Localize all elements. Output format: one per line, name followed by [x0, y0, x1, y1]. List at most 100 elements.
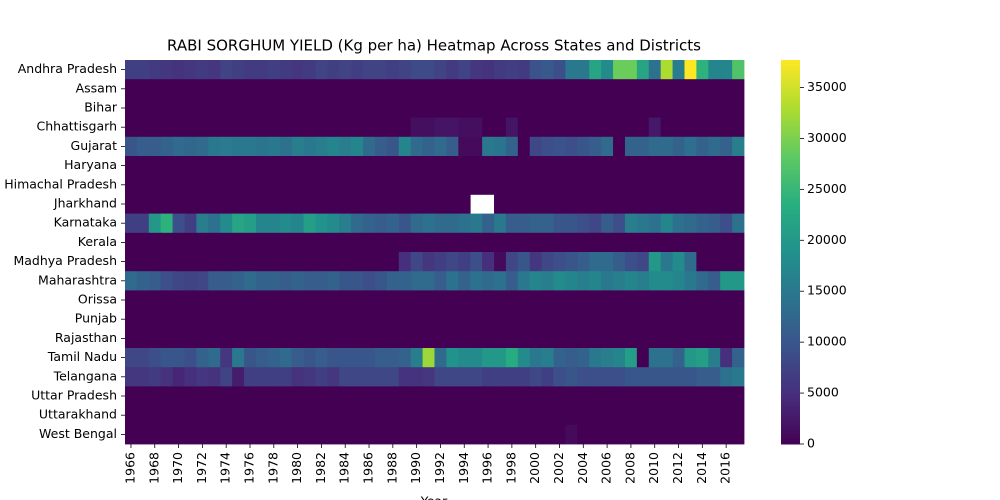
- heatmap-cell: [672, 136, 685, 157]
- heatmap-cell: [636, 405, 650, 426]
- heatmap-cell: [410, 175, 423, 195]
- heatmap-cell: [160, 60, 174, 80]
- heatmap-cell: [732, 348, 745, 368]
- heatmap-cell: [601, 79, 614, 99]
- heatmap-cell: [422, 194, 435, 214]
- heatmap-cell: [315, 252, 328, 272]
- y-tick-label: Punjab: [75, 311, 117, 326]
- heatmap-cell: [196, 194, 209, 214]
- heatmap-cell: [446, 405, 459, 426]
- heatmap-cell: [125, 156, 138, 176]
- heatmap-cell: [267, 309, 281, 330]
- heatmap-cell: [184, 117, 197, 138]
- heatmap-cell: [267, 213, 281, 234]
- heatmap-cell: [589, 136, 602, 157]
- colorbar-segment: [781, 354, 800, 359]
- heatmap-cell: [565, 348, 578, 368]
- heatmap-cell: [148, 405, 162, 426]
- heatmap-cell: [696, 290, 709, 310]
- heatmap-cell: [327, 60, 340, 80]
- heatmap-cell: [327, 309, 340, 330]
- heatmap-cell: [339, 367, 352, 387]
- heatmap-cell: [136, 232, 150, 253]
- colorbar-segment: [781, 440, 800, 445]
- heatmap-cell: [648, 424, 662, 445]
- heatmap-cell: [398, 309, 412, 330]
- colorbar-segment: [781, 274, 800, 279]
- heatmap-cell: [482, 232, 495, 253]
- heatmap-cell: [398, 271, 412, 291]
- heatmap-cell: [696, 117, 709, 138]
- colorbar-segment: [781, 293, 800, 298]
- heatmap-cell: [232, 194, 245, 214]
- colorbar-segment: [781, 213, 800, 218]
- heatmap-cell: [529, 309, 543, 330]
- colorbar-segment: [781, 312, 800, 317]
- heatmap-cell: [708, 194, 721, 214]
- heatmap-cell: [732, 328, 745, 349]
- heatmap-cell: [363, 309, 376, 330]
- heatmap-cell: [660, 367, 673, 387]
- heatmap-cell: [125, 252, 138, 272]
- heatmap-cell: [244, 290, 257, 310]
- heatmap-cell: [125, 271, 138, 291]
- heatmap-cell: [398, 175, 412, 195]
- colorbar-segment: [781, 140, 800, 144]
- heatmap-cell: [505, 405, 519, 426]
- heatmap-cell: [244, 79, 257, 99]
- heatmap-cell: [494, 175, 507, 195]
- heatmap-cell: [422, 309, 435, 330]
- heatmap-cell: [220, 60, 233, 80]
- heatmap-cell: [446, 156, 459, 176]
- heatmap-cell: [613, 98, 626, 118]
- heatmap-cell: [648, 309, 662, 330]
- heatmap-cell: [339, 232, 352, 253]
- colorbar-segment: [781, 437, 800, 442]
- heatmap-cell: [172, 309, 185, 330]
- heatmap-cell: [398, 117, 412, 138]
- heatmap-cell: [255, 79, 269, 99]
- heatmap-cell: [434, 194, 447, 214]
- heatmap-cell: [577, 60, 590, 80]
- heatmap-cell: [327, 98, 340, 118]
- heatmap-cell: [184, 213, 197, 234]
- heatmap-cell: [684, 232, 697, 253]
- heatmap-cell: [720, 117, 733, 138]
- heatmap-cell: [339, 405, 352, 426]
- colorbar-segment: [781, 376, 800, 381]
- colorbar-segment: [781, 261, 800, 266]
- heatmap-cell: [648, 136, 662, 157]
- colorbar-segment: [781, 239, 800, 243]
- heatmap-cell: [672, 328, 685, 349]
- x-tick-label: 1968: [146, 452, 161, 484]
- heatmap-cell: [125, 424, 138, 445]
- heatmap-cell: [148, 367, 162, 387]
- heatmap-cell: [386, 60, 400, 80]
- heatmap-cell: [363, 60, 376, 80]
- heatmap-cell: [470, 424, 483, 445]
- heatmap-cell: [279, 79, 293, 99]
- heatmap-cell: [208, 252, 221, 272]
- heatmap-cell: [422, 367, 435, 387]
- heatmap-cell: [589, 386, 602, 406]
- heatmap-cell: [255, 252, 269, 272]
- heatmap-cell: [720, 348, 733, 368]
- heatmap-cell: [589, 348, 602, 368]
- heatmap-cell: [303, 232, 316, 253]
- heatmap-cell: [315, 271, 328, 291]
- heatmap-cell: [482, 367, 495, 387]
- x-tick-label: 2002: [551, 452, 566, 484]
- heatmap-cell: [136, 117, 150, 138]
- heatmap-cell: [458, 271, 471, 291]
- heatmap-cell: [505, 309, 519, 330]
- heatmap-cell: [517, 136, 531, 157]
- heatmap-cell: [434, 175, 447, 195]
- heatmap-cell: [208, 117, 221, 138]
- heatmap-cell: [267, 252, 281, 272]
- heatmap-cell: [172, 213, 185, 234]
- heatmap-cell: [660, 405, 673, 426]
- colorbar-segment: [781, 242, 800, 247]
- colorbar-segment: [781, 268, 800, 272]
- heatmap-cell: [660, 156, 673, 176]
- heatmap-cell: [208, 156, 221, 176]
